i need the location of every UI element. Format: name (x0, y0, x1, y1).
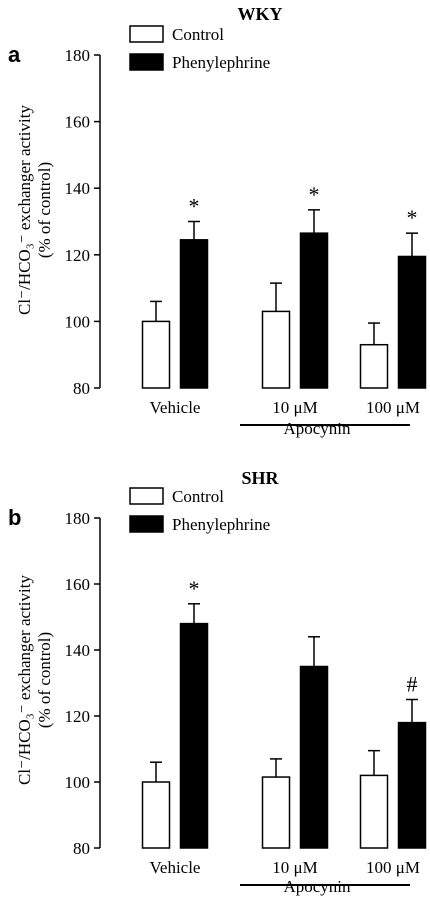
x-category-label: 10 μM (272, 858, 317, 877)
legend-label: Control (172, 25, 224, 44)
bar-phenylephrine (299, 665, 329, 849)
y-axis-label-line2: (% of control) (35, 632, 54, 728)
x-category-label: Vehicle (150, 858, 201, 877)
legend-swatch (129, 487, 164, 505)
bar-control (359, 343, 389, 389)
y-axis-ticks: 80 100 120 140 160 180 (65, 509, 101, 858)
y-tick-label: 180 (65, 46, 91, 65)
panel-title: SHR (241, 468, 279, 488)
significance-marker: * (309, 182, 320, 207)
x-axis-categories: Vehicle 10 μM 100 μM (150, 858, 420, 886)
bar-phenylephrine (179, 239, 209, 389)
y-tick-label: 100 (65, 773, 91, 792)
y-axis-label-line1: Cl⁻/HCO₃⁻ exchanger activity (15, 575, 34, 785)
legend-label: Control (172, 487, 224, 506)
legend-swatch (129, 515, 164, 533)
y-tick-label: 160 (65, 113, 91, 132)
bars: * * * (141, 182, 427, 389)
legend: Control Phenylephrine (129, 487, 270, 534)
legend-label: Phenylephrine (172, 515, 270, 534)
x-category-label: 100 μM (366, 858, 420, 877)
x-category-label: 10 μM (272, 398, 317, 417)
significance-marker: * (189, 576, 200, 601)
bar-phenylephrine (299, 232, 329, 389)
y-tick-label: 140 (65, 641, 91, 660)
significance-marker: # (407, 672, 418, 697)
group-label: Apocynin (283, 877, 351, 896)
y-tick-label: 80 (73, 839, 90, 858)
panel-letter: b (8, 505, 21, 530)
x-axis-categories: Vehicle 10 μM 100 μM (150, 398, 420, 426)
y-tick-label: 100 (65, 312, 91, 331)
bar-control (261, 310, 291, 389)
y-tick-label: 120 (65, 707, 91, 726)
panel-a: a WKY Cl⁻/HCO₃⁻ exchanger activity (% of… (8, 4, 427, 438)
y-tick-label: 120 (65, 246, 91, 265)
bars: *# (141, 576, 427, 849)
panel-b: b SHR Cl⁻/HCO₃⁻ exchanger activity (% of… (8, 468, 427, 896)
y-axis-title: Cl⁻/HCO₃⁻ exchanger activity (% of contr… (15, 105, 54, 315)
bar-phenylephrine (179, 622, 209, 849)
legend: Control Phenylephrine (129, 25, 270, 72)
legend-swatch (129, 25, 164, 43)
bar-control (359, 774, 389, 849)
legend-swatch (129, 53, 164, 71)
x-category-label: Vehicle (150, 398, 201, 417)
x-category-label: 100 μM (366, 398, 420, 417)
panel-letter: a (8, 42, 21, 67)
panel-title: WKY (238, 4, 283, 24)
y-axis-title: Cl⁻/HCO₃⁻ exchanger activity (% of contr… (15, 575, 54, 785)
y-axis-label-line1: Cl⁻/HCO₃⁻ exchanger activity (15, 105, 34, 315)
y-tick-label: 180 (65, 509, 91, 528)
y-axis-ticks: 80 100 120 140 160 180 (65, 46, 101, 398)
significance-marker: * (407, 205, 418, 230)
bar-phenylephrine (397, 721, 427, 849)
y-tick-label: 140 (65, 179, 91, 198)
bar-control (141, 320, 171, 389)
significance-marker: * (189, 194, 200, 219)
bar-control (261, 776, 291, 849)
group-label: Apocynin (283, 419, 351, 438)
y-tick-label: 160 (65, 575, 91, 594)
legend-label: Phenylephrine (172, 53, 270, 72)
y-axis-label-line2: (% of control) (35, 162, 54, 258)
bar-control (141, 781, 171, 849)
bar-phenylephrine (397, 255, 427, 389)
y-tick-label: 80 (73, 379, 90, 398)
